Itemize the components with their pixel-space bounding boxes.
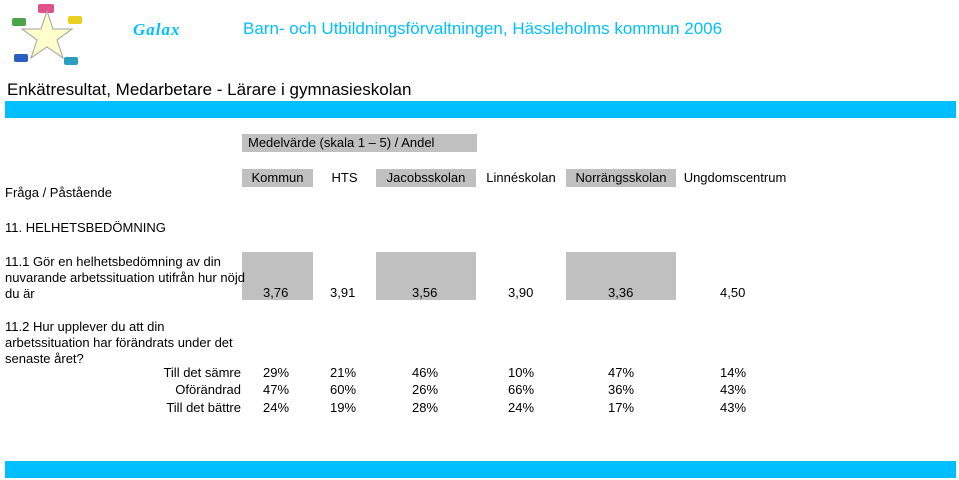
row-label-battre: Till det bättre	[166, 400, 241, 415]
battre-linneskolan: 24%	[508, 400, 535, 415]
question-11-1-text: 11.1 Gör en helhetsbedömning av din nuva…	[5, 254, 245, 301]
samre-hts: 21%	[330, 365, 357, 380]
oforandrad-norrangsskolan: 36%	[608, 382, 635, 397]
col-header-kommun: Kommun	[242, 169, 313, 187]
col-header-ungdomscentrum: Ungdomscentrum	[683, 170, 787, 185]
grey-cell-kommun	[242, 252, 313, 300]
samre-norrangsskolan: 47%	[608, 365, 635, 380]
bottom-divider-bar	[5, 461, 956, 478]
section-heading: 11. HELHETSBEDÖMNING	[5, 220, 166, 235]
oforandrad-hts: 60%	[330, 382, 357, 397]
organization-title: Barn- och Utbildningsförvaltningen, Häss…	[243, 19, 723, 38]
q1-value-hts: 3,91	[330, 285, 356, 300]
q1-value-ungdomscentrum: 4,50	[720, 285, 746, 300]
row-label-oforandrad: Oförändrad	[175, 382, 241, 397]
battre-kommun: 24%	[263, 400, 290, 415]
battre-hts: 19%	[330, 400, 357, 415]
page-title: Enkätresultat, Medarbetare - Lärare i gy…	[7, 80, 412, 99]
oforandrad-ungdomscentrum: 43%	[720, 382, 747, 397]
row-header: Fråga / Påstående	[5, 185, 112, 200]
samre-ungdomscentrum: 14%	[720, 365, 747, 380]
oforandrad-linneskolan: 66%	[508, 382, 535, 397]
measure-header: Medelvärde (skala 1 – 5) / Andel	[242, 134, 477, 152]
logo-wordmark: Galax	[133, 20, 181, 39]
question-11-2-text: 11.2 Hur upplever du att din arbetssitua…	[5, 319, 233, 366]
star-logo-icon	[12, 4, 82, 65]
q1-value-linneskolan: 3,90	[508, 285, 534, 300]
grey-cell-jacobsskolan	[376, 252, 476, 300]
col-header-linneskolan: Linnéskolan	[486, 170, 556, 185]
samre-jacobsskolan: 46%	[412, 365, 439, 380]
q1-value-norrangsskolan: 3,36	[608, 285, 634, 300]
oforandrad-jacobsskolan: 26%	[412, 382, 439, 397]
samre-linneskolan: 10%	[508, 365, 535, 380]
col-header-hts: HTS	[331, 170, 358, 185]
battre-ungdomscentrum: 43%	[720, 400, 747, 415]
battre-norrangsskolan: 17%	[608, 400, 635, 415]
samre-kommun: 29%	[263, 365, 290, 380]
row-label-samre: Till det sämre	[163, 365, 241, 380]
top-divider-bar	[5, 101, 956, 118]
q1-value-jacobsskolan: 3,56	[412, 285, 438, 300]
q1-value-kommun: 3,76	[263, 285, 289, 300]
grey-cell-norrangsskolan	[566, 252, 676, 300]
battre-jacobsskolan: 28%	[412, 400, 439, 415]
col-header-norrangsskolan: Norrängsskolan	[566, 169, 676, 187]
col-header-jacobsskolan: Jacobsskolan	[376, 169, 476, 187]
oforandrad-kommun: 47%	[263, 382, 290, 397]
